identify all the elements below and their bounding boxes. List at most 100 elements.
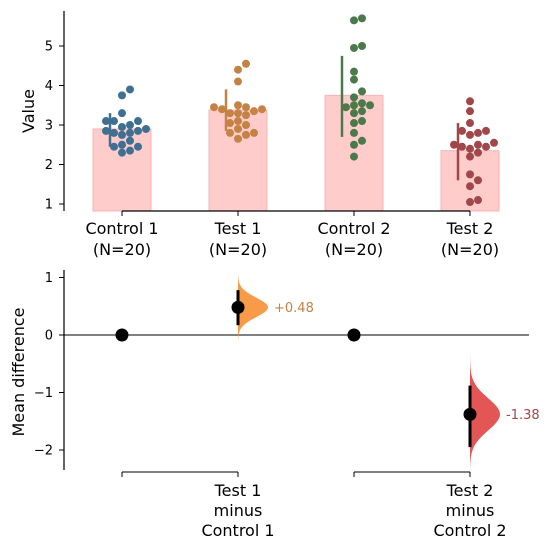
data-point xyxy=(350,119,358,128)
data-point xyxy=(118,109,126,118)
y-tick-label: 2 xyxy=(45,158,53,173)
data-point xyxy=(458,142,466,151)
data-point xyxy=(118,148,126,157)
data-point xyxy=(358,99,366,108)
data-point xyxy=(358,107,366,116)
data-point xyxy=(474,128,482,137)
data-point xyxy=(258,105,266,114)
data-point xyxy=(234,65,242,74)
data-point xyxy=(110,128,118,137)
data-point xyxy=(350,93,358,102)
y-tick-label: 0 xyxy=(45,329,53,344)
data-point xyxy=(466,198,474,207)
data-point xyxy=(466,144,474,153)
data-point xyxy=(466,97,474,106)
data-point xyxy=(350,43,358,52)
data-point xyxy=(358,136,366,145)
data-point xyxy=(358,42,366,50)
data-point xyxy=(226,128,234,137)
x-tick-label: minus xyxy=(214,501,263,520)
data-point xyxy=(118,122,126,131)
bootstrap-distribution xyxy=(470,349,500,479)
data-point xyxy=(102,126,110,135)
x-tick-label: Control 1 xyxy=(85,219,158,238)
data-point xyxy=(226,109,234,118)
data-point xyxy=(358,117,366,126)
bottom-y-axis-label: Mean difference xyxy=(9,308,28,437)
data-point xyxy=(126,146,134,155)
data-point xyxy=(242,111,250,120)
data-point xyxy=(350,140,358,149)
data-point xyxy=(250,128,258,137)
y-tick-label: 3 xyxy=(45,119,53,134)
data-point xyxy=(134,142,142,151)
x-tick-count: (N=20) xyxy=(325,240,383,259)
data-point xyxy=(466,119,474,128)
data-point xyxy=(350,152,358,161)
y-tick-label: −2 xyxy=(34,444,53,459)
data-point xyxy=(250,107,258,116)
data-point xyxy=(134,126,142,135)
y-tick-label: 1 xyxy=(45,198,53,213)
data-point xyxy=(234,134,242,143)
data-point xyxy=(350,67,358,76)
x-tick-label: Test 2 xyxy=(446,481,494,500)
data-point xyxy=(482,126,490,135)
data-point xyxy=(242,103,250,112)
data-point xyxy=(458,126,466,135)
data-point xyxy=(142,124,150,133)
data-point xyxy=(358,87,366,96)
x-tick-label: minus xyxy=(446,501,495,520)
data-point xyxy=(118,91,126,100)
data-point xyxy=(466,182,474,191)
data-point xyxy=(218,105,226,114)
x-tick-count: (N=20) xyxy=(441,240,499,259)
data-point xyxy=(466,130,474,139)
reference-dot xyxy=(347,328,361,342)
y-tick-label: 1 xyxy=(45,271,53,286)
data-point xyxy=(110,117,118,126)
bottom-y-ticks: 1 0 −1 −2 xyxy=(34,271,64,459)
reference-dot xyxy=(115,328,129,342)
data-point xyxy=(350,101,358,110)
data-point xyxy=(242,59,250,68)
mean-difference-dot xyxy=(463,407,477,421)
y-tick-label: 5 xyxy=(45,40,53,55)
data-point xyxy=(490,138,498,147)
data-point xyxy=(450,140,458,149)
top-y-ticks: 1 2 3 4 5 xyxy=(45,40,64,213)
data-point xyxy=(242,121,250,129)
data-point xyxy=(366,101,374,110)
difference-marks: +0.48 -1.38 xyxy=(115,290,540,448)
data-point xyxy=(474,148,482,157)
data-point xyxy=(118,140,126,149)
x-tick-label: Control 1 xyxy=(201,521,274,540)
error-bars xyxy=(108,55,460,181)
difference-label: -1.38 xyxy=(506,408,540,423)
difference-label: +0.48 xyxy=(274,301,314,316)
data-point xyxy=(210,103,218,112)
data-point xyxy=(126,85,134,94)
top-x-axis: Control 1 (N=20) Test 1 (N=20) Control 2 (N=2… xyxy=(85,210,499,259)
data-point xyxy=(350,16,358,25)
data-point xyxy=(226,119,234,128)
data-point xyxy=(102,117,110,126)
x-tick-count: (N=20) xyxy=(209,240,267,259)
data-point xyxy=(118,130,126,139)
mean-difference-dot xyxy=(231,300,245,314)
y-tick-label: −1 xyxy=(34,386,53,401)
data-point xyxy=(234,101,242,110)
data-point xyxy=(342,103,350,112)
data-point xyxy=(474,196,482,205)
x-tick-label: Test 1 xyxy=(214,219,262,238)
data-point xyxy=(234,117,242,126)
swarm-points xyxy=(102,14,498,207)
bootstrap-distribution xyxy=(238,268,268,347)
data-point xyxy=(466,170,474,179)
data-point xyxy=(234,124,242,133)
data-point xyxy=(474,176,482,185)
data-point xyxy=(474,140,482,149)
